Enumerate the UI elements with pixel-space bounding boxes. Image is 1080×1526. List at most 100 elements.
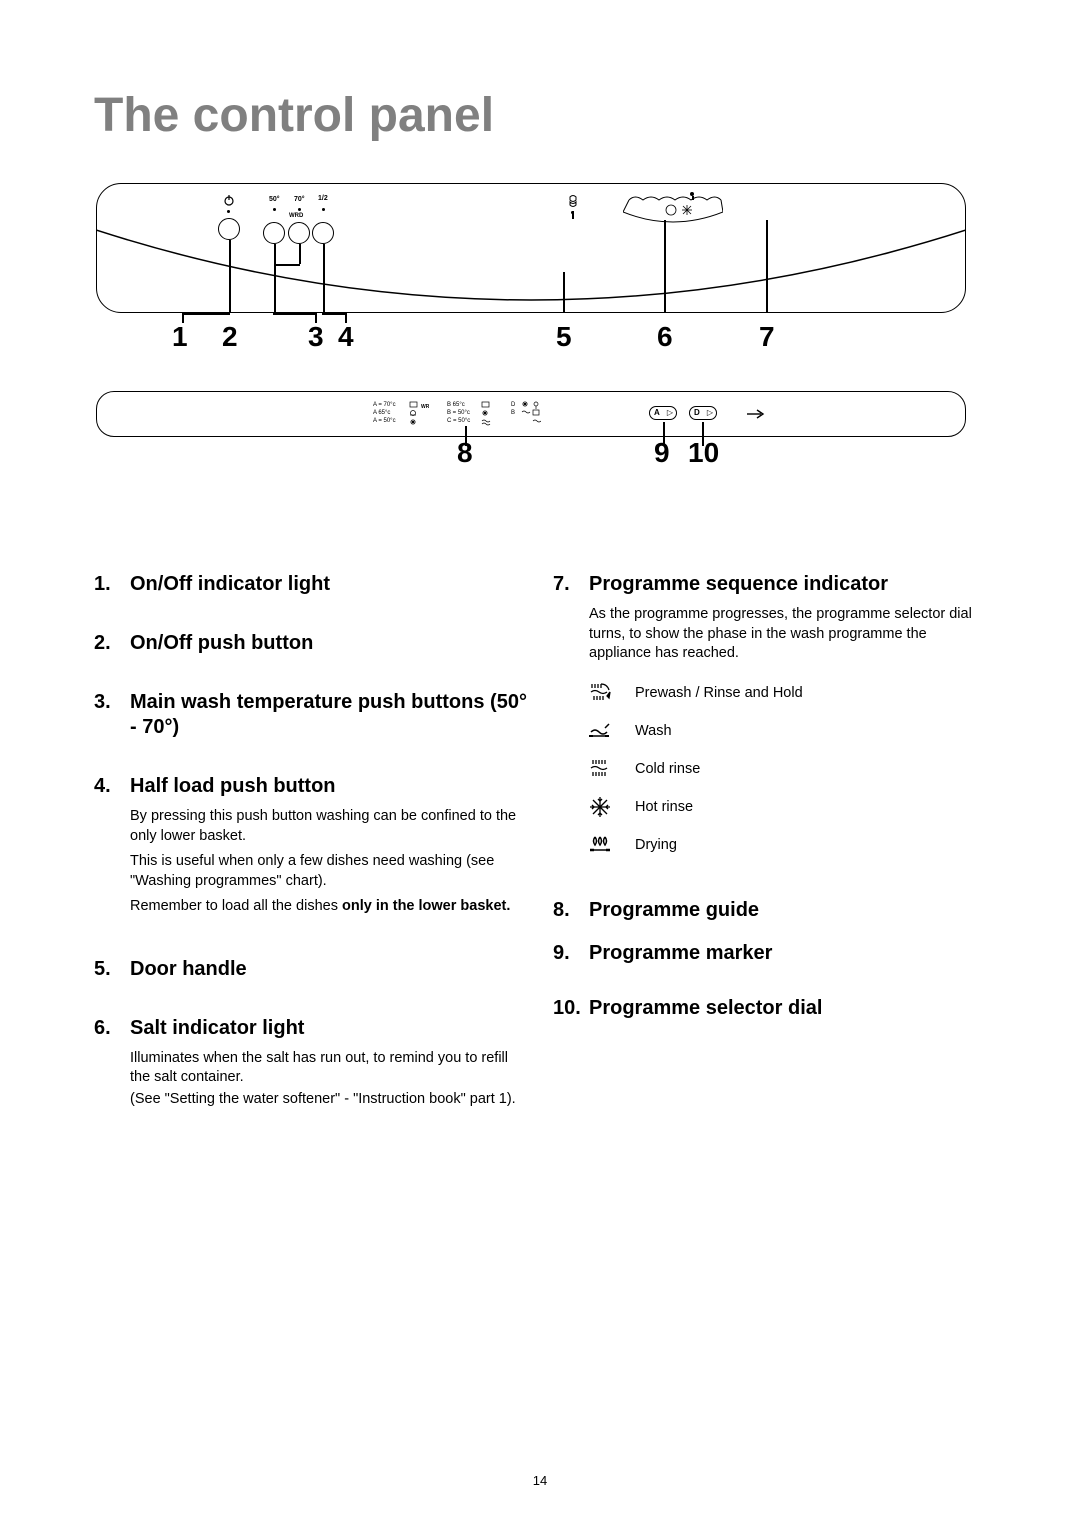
guide-colC: D B <box>511 402 515 418</box>
temp2-label: 70° <box>294 196 305 203</box>
prewash-label: Prewash / Rinse and Hold <box>635 685 803 701</box>
tag-A-box: A ▷ <box>649 406 677 420</box>
num-3: 3 <box>308 321 324 353</box>
item-6-p1: Illuminates when the salt has run out, t… <box>130 1049 527 1088</box>
item-6-num: 6. <box>94 1016 130 1041</box>
num-8: 8 <box>457 437 473 469</box>
hot-rinse-icon <box>589 796 635 818</box>
salt-icon <box>568 194 578 208</box>
power-icon <box>223 194 235 206</box>
dot-70 <box>298 208 301 211</box>
callout-line-3a <box>299 244 301 264</box>
page-number: 14 <box>0 1473 1080 1488</box>
temp1-label: 50° <box>269 196 280 203</box>
item-3-title: Main wash temperature push buttons (50° … <box>130 690 527 740</box>
item-4: 4.Half load push button By pressing this… <box>94 774 527 917</box>
item-5: 5.Door handle <box>94 957 527 982</box>
item-2-title: On/Off push button <box>130 631 313 656</box>
callout-line-7 <box>766 220 768 312</box>
callout-line-6t <box>572 211 574 219</box>
item-7-num: 7. <box>553 572 589 597</box>
num-1: 1 <box>172 321 188 353</box>
item-8-title: Programme guide <box>589 898 759 923</box>
num-2: 2 <box>222 321 238 353</box>
control-panel-diagram: 50° 70° 1/2 WRD <box>96 183 966 477</box>
guide-iconsC <box>521 401 541 427</box>
wash-label: Wash <box>635 723 672 739</box>
selector-dial-area <box>623 192 723 252</box>
guide-iconsB <box>481 401 495 427</box>
num-9: 9 <box>654 437 670 469</box>
cold-rinse-label: Cold rinse <box>635 761 700 777</box>
guide-colA: A = 70°c A 65°c A = 50°c <box>373 402 396 425</box>
dot-half <box>322 208 325 211</box>
item-4-num: 4. <box>94 774 130 799</box>
temp50-button <box>263 222 285 244</box>
item-6-p2: (See "Setting the water softener" - "Ins… <box>130 1090 527 1110</box>
item-8-num: 8. <box>553 898 589 923</box>
item-5-num: 5. <box>94 957 130 982</box>
dot-50 <box>273 208 276 211</box>
item-1-num: 1. <box>94 572 130 597</box>
num-6: 6 <box>657 321 673 353</box>
item-10-num: 10. <box>553 996 589 1021</box>
tag-D: D <box>694 408 700 417</box>
cold-rinse-icon <box>589 758 635 780</box>
item-6-title: Salt indicator light <box>130 1016 304 1041</box>
callout-line-4 <box>323 244 325 312</box>
on-off-button <box>218 218 240 240</box>
right-column: 7.Programme sequence indicator As the pr… <box>553 572 986 1144</box>
tag-A: A <box>654 408 660 417</box>
item-7-p1: As the programme progresses, the program… <box>589 605 986 664</box>
vline-4 <box>345 313 347 323</box>
vline-1 <box>182 313 184 323</box>
item-3-num: 3. <box>94 690 130 740</box>
vline-3 <box>315 313 317 323</box>
num-5: 5 <box>556 321 572 353</box>
tag-A-tri: ▷ <box>667 408 673 417</box>
arrow-icon <box>747 409 765 419</box>
half-label: 1/2 <box>318 195 328 202</box>
item-7-title: Programme sequence indicator <box>589 572 888 597</box>
item-10-title: Programme selector dial <box>589 996 822 1021</box>
bottom-number-labels: 8 9 10 <box>96 437 966 477</box>
prewash-icon <box>589 682 635 704</box>
sequence-table: Prewash / Rinse and Hold <box>589 674 986 864</box>
num-4: 4 <box>338 321 354 353</box>
tag-D-box: D ▷ <box>689 406 717 420</box>
item-4-p3: Remember to load all the dishes only in … <box>130 897 527 917</box>
item-4-p1: By pressing this push button washing can… <box>130 807 527 846</box>
item-10: 10.Programme selector dial <box>553 996 986 1021</box>
num-7: 7 <box>759 321 775 353</box>
guide-iconsA: WRD <box>409 401 429 427</box>
item-4-p2: This is useful when only a few dishes ne… <box>130 852 527 891</box>
item-9-num: 9. <box>553 941 589 966</box>
hline-3 <box>273 313 316 315</box>
panel-bottom: A = 70°c A 65°c A = 50°c WRD B 65°c B = … <box>96 391 966 437</box>
on-off-indicator-dot <box>227 210 230 213</box>
guide-colB: B 65°c B = 50°c C = 50°c <box>447 402 470 425</box>
wash-icon <box>589 722 635 740</box>
hline-1-2 <box>182 313 230 315</box>
num-10: 10 <box>688 437 719 469</box>
item-2: 2.On/Off push button <box>94 631 527 656</box>
drying-label: Drying <box>635 837 677 853</box>
item-8: 8.Programme guide <box>553 898 986 923</box>
item-9: 9.Programme marker <box>553 941 986 966</box>
item-5-title: Door handle <box>130 957 247 982</box>
page-title: The control panel <box>94 88 986 143</box>
callout-line-1 <box>229 240 231 312</box>
item-6: 6.Salt indicator light Illuminates when … <box>94 1016 527 1110</box>
tag-D-tri: ▷ <box>707 408 713 417</box>
callout-line-5 <box>563 272 565 312</box>
hline-4 <box>322 313 345 315</box>
drying-icon <box>589 835 635 855</box>
wrd-label: WRD <box>289 213 303 219</box>
item-7: 7.Programme sequence indicator As the pr… <box>553 572 986 864</box>
item-2-num: 2. <box>94 631 130 656</box>
temp70-button <box>288 222 310 244</box>
top-number-labels: 1 2 3 4 5 6 7 <box>96 321 966 361</box>
hot-rinse-label: Hot rinse <box>635 799 693 815</box>
svg-text:WRD: WRD <box>421 404 429 410</box>
callout-line-2 <box>274 244 276 312</box>
